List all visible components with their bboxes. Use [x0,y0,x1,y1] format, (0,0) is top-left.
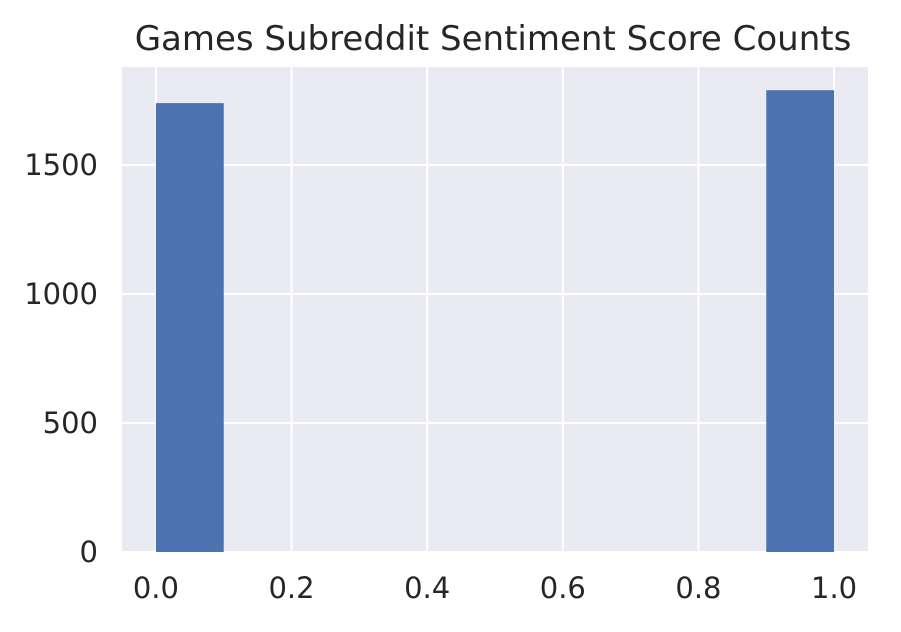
y-axis-tick-labels: 0 500 1000 1500 [24,148,98,569]
y-tick-label: 500 [43,406,98,440]
x-axis-tick-labels: 0.0 0.2 0.4 0.6 0.8 1.0 [133,571,857,605]
histogram-bar [155,103,224,553]
y-tick-label: 1000 [24,277,98,311]
x-tick-label: 0.2 [268,571,314,605]
y-tick-label: 1500 [24,148,98,182]
histogram-bar [766,90,835,553]
x-tick-label: 0.8 [675,571,721,605]
plot-background [122,67,868,552]
y-tick-label: 0 [80,535,98,569]
chart-title: Games Subreddit Sentiment Score Counts [135,19,852,59]
histogram-bars [155,90,835,553]
x-tick-label: 0.4 [404,571,450,605]
x-tick-label: 0.0 [133,571,179,605]
x-tick-label: 0.6 [540,571,586,605]
x-tick-label: 1.0 [811,571,857,605]
